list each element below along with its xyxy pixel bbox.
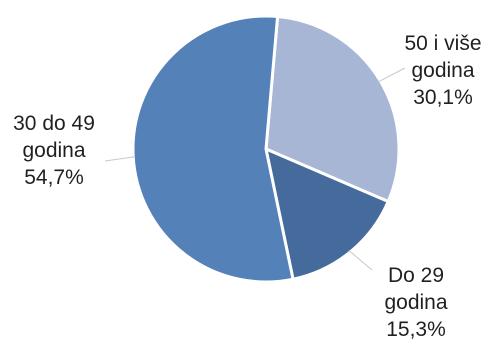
- slice-label-30-to-49: 30 do 49 godina 54,7%: [0, 110, 108, 191]
- slice-value-label: 30,1%: [413, 86, 473, 109]
- slice-value-label: 15,3%: [386, 318, 446, 341]
- slice-label-line: godina: [22, 139, 86, 162]
- leader-line: [378, 67, 406, 83]
- leader-line: [104, 156, 136, 162]
- slice-label-line: godina: [384, 291, 448, 314]
- slice-label-line: 30 do 49: [13, 112, 95, 135]
- slice-label-line: godina: [411, 59, 475, 82]
- slice-label-under-29: Do 29 godina 15,3%: [372, 262, 460, 343]
- slice-value-label: 54,7%: [24, 166, 84, 189]
- slice-label-50-plus: 50 i više godina 30,1%: [397, 30, 489, 111]
- leader-line: [348, 250, 373, 271]
- slice-label-line: Do 29: [387, 264, 445, 287]
- slice-label-line: 50 i više: [404, 32, 482, 55]
